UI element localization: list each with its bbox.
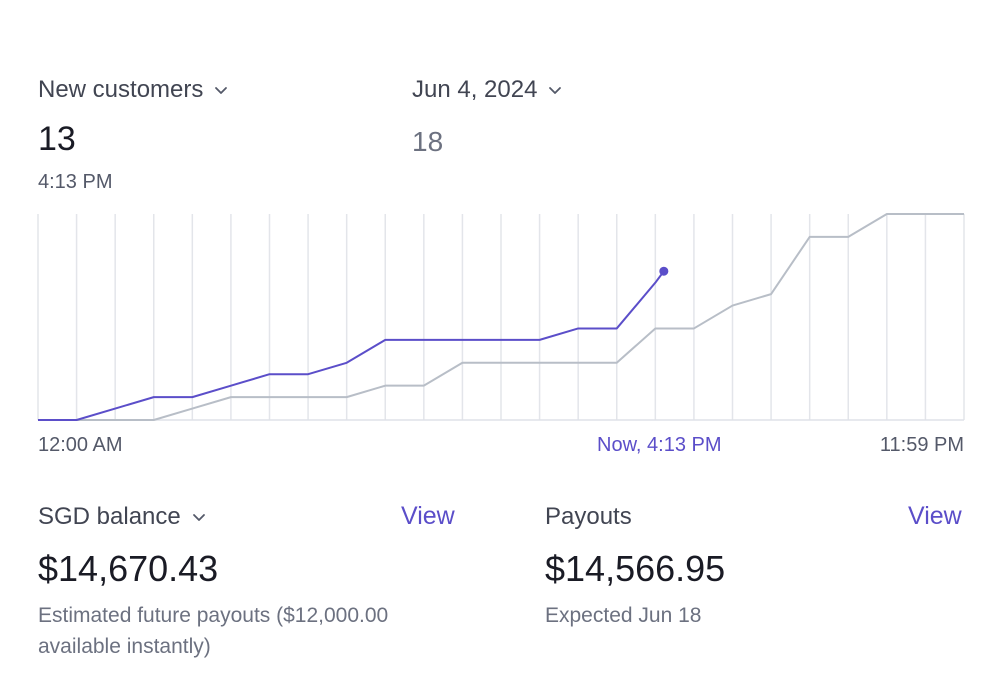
payouts-note: Expected Jun 18 [545, 604, 702, 627]
x-axis-now-label: Now, 4:13 PM [597, 434, 722, 456]
current-point-dot [659, 266, 669, 276]
compare-value: 18 [412, 126, 444, 157]
balance-note-line1: Estimated future payouts ($12,000.00 [38, 604, 389, 627]
metric-selector[interactable]: New customers [38, 76, 229, 104]
chevron-down-icon [191, 509, 207, 525]
payouts-amount: $14,566.95 [545, 548, 726, 589]
metric-selector-label: New customers [38, 76, 204, 103]
balance-amount: $14,670.43 [38, 548, 219, 589]
balance-view-link[interactable]: View [401, 502, 455, 530]
balance-note-line2: available instantly) [38, 635, 211, 658]
new-customers-chart[interactable] [0, 200, 1000, 430]
payouts-view-link[interactable]: View [908, 502, 962, 530]
metric-time: 4:13 PM [38, 171, 113, 193]
chart-series [38, 213, 964, 421]
current-day-line [38, 270, 665, 421]
compare-date-label: Jun 4, 2024 [412, 76, 538, 103]
compare-date-selector[interactable]: Jun 4, 2024 [412, 76, 563, 104]
chart-grid [37, 214, 965, 421]
metric-value: 13 [38, 120, 76, 158]
balance-currency-selector[interactable]: SGD balance [38, 503, 207, 531]
x-axis-end-label: 11:59 PM [879, 434, 964, 456]
chevron-down-icon [213, 82, 229, 98]
balance-title: SGD balance [38, 503, 181, 530]
chevron-down-icon [547, 82, 563, 98]
balance-note: Estimated future payouts ($12,000.00 ava… [38, 600, 478, 662]
comparison-day-line [38, 213, 964, 421]
payouts-title: Payouts [545, 503, 632, 530]
x-axis-start-label: 12:00 AM [38, 434, 123, 456]
